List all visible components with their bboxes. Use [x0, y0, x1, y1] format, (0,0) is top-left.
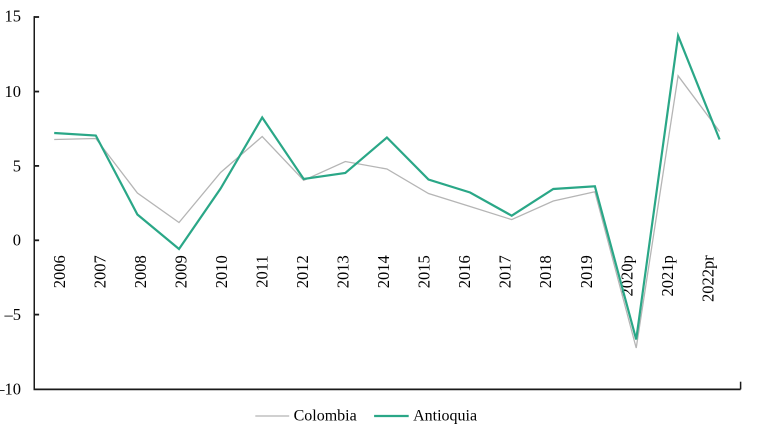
svg-text:2014: 2014: [374, 255, 393, 288]
svg-text:–5: –5: [4, 305, 22, 324]
svg-text:10: 10: [5, 82, 22, 101]
svg-text:2009: 2009: [172, 255, 191, 288]
svg-text:2021p: 2021p: [658, 255, 677, 296]
svg-text:Colombia: Colombia: [294, 408, 357, 424]
svg-text:15: 15: [5, 6, 22, 25]
svg-text:2015: 2015: [415, 255, 434, 288]
svg-text:2007: 2007: [91, 255, 110, 288]
svg-text:2006: 2006: [50, 255, 69, 288]
svg-text:Antioquia: Antioquia: [413, 408, 477, 424]
svg-text:2019: 2019: [577, 255, 596, 288]
svg-text:2016: 2016: [455, 255, 474, 288]
svg-text:2008: 2008: [131, 255, 150, 288]
svg-text:5: 5: [13, 156, 21, 175]
svg-text:2018: 2018: [536, 255, 555, 288]
svg-text:2012: 2012: [293, 255, 312, 288]
svg-text:0: 0: [13, 231, 21, 250]
svg-text:–10: –10: [0, 379, 21, 398]
svg-text:2011: 2011: [253, 255, 272, 287]
svg-text:2010: 2010: [212, 255, 231, 288]
svg-text:2022pr: 2022pr: [698, 255, 717, 302]
svg-text:2017: 2017: [496, 255, 515, 288]
svg-text:2013: 2013: [334, 255, 353, 288]
